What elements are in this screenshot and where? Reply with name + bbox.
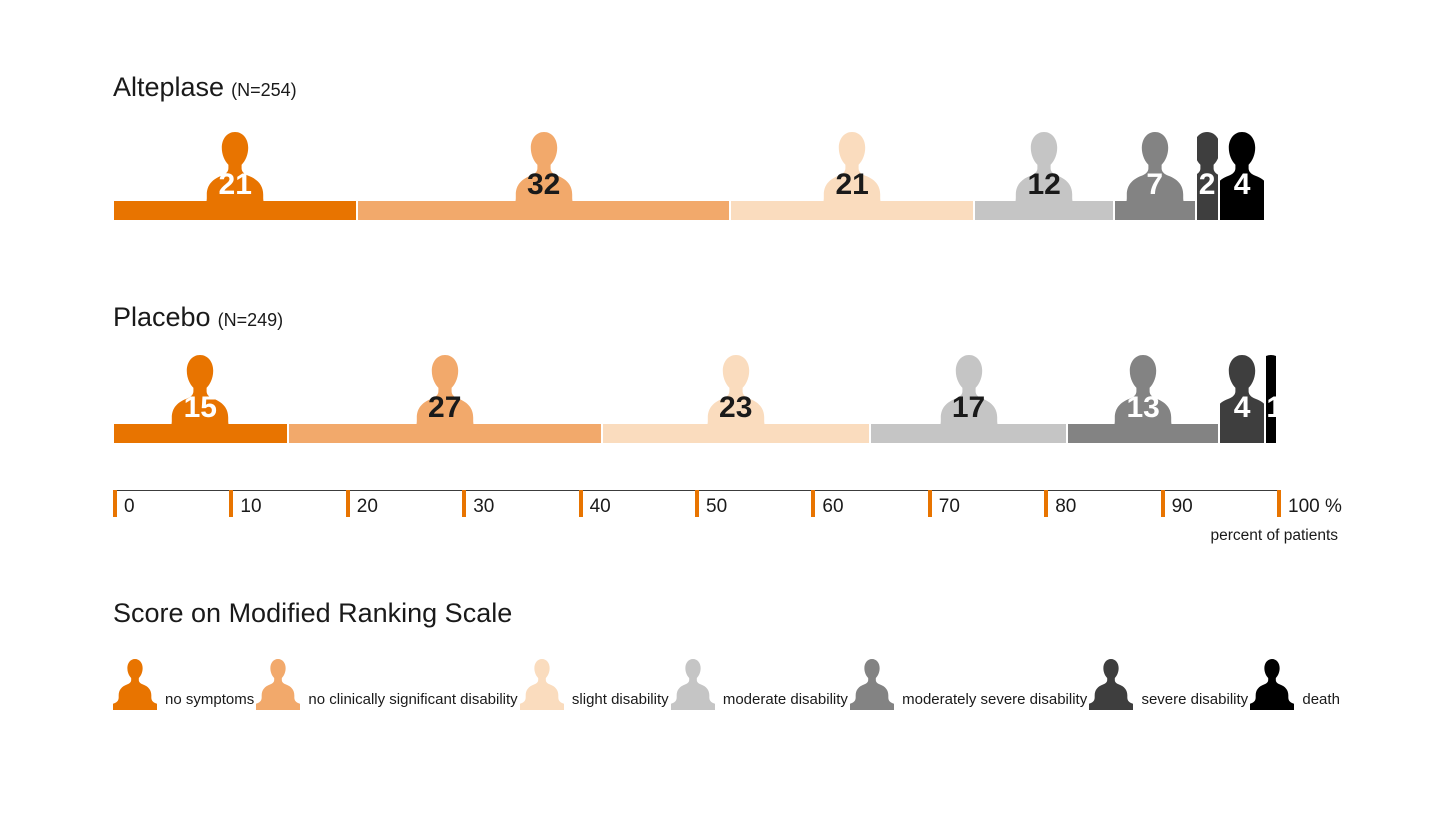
bar-alteplase: 21 32 21 12 7 2 4 — [113, 131, 1277, 220]
axis-tick-label: 0 — [124, 496, 135, 517]
segment-value: 21 — [835, 168, 869, 201]
legend-item: slight disability — [519, 659, 669, 710]
legend-person-icon — [519, 659, 564, 710]
segment-value: 1 — [1266, 391, 1276, 424]
axis-tick — [113, 490, 117, 517]
group-name: Placebo — [113, 302, 211, 332]
bar-segment: 21 — [730, 131, 974, 220]
legend-person-icon — [256, 659, 301, 710]
axis-tick — [229, 490, 234, 517]
legend-item: no symptoms — [113, 659, 254, 710]
axis-tick-label: 20 — [356, 496, 378, 517]
axis-tick — [345, 490, 350, 517]
axis-tick-label: 100 % — [1288, 496, 1342, 517]
axis-tick-label: 70 — [938, 496, 960, 517]
bar-segment: 4 — [1219, 354, 1265, 443]
bar-segment: 2 — [1196, 131, 1218, 220]
legend-person-icon — [113, 659, 157, 710]
legend-item: death — [1250, 659, 1340, 710]
axis-tick-label: 40 — [589, 496, 611, 517]
legend-item-label: no clinically significant disability — [308, 691, 518, 708]
legend-item: moderate disability — [670, 659, 848, 710]
axis-title: percent of patients — [1210, 527, 1338, 544]
axis-tick — [811, 490, 816, 517]
legend-item-label: no symptoms — [165, 691, 255, 708]
legend-item: severe disability — [1089, 659, 1248, 710]
segment-value: 7 — [1146, 168, 1164, 201]
bar-segment: 27 — [288, 354, 601, 443]
segment-value: 4 — [1233, 391, 1251, 424]
segment-value: 27 — [428, 391, 462, 424]
legend-item-label: moderately severe disability — [902, 691, 1088, 708]
bar-segment: 12 — [975, 131, 1114, 220]
segment-value: 32 — [526, 168, 561, 201]
bar-segment: 15 — [114, 354, 287, 443]
axis-tick — [927, 490, 932, 517]
axis-tick-label: 80 — [1055, 496, 1077, 517]
axis-tick — [1160, 490, 1165, 517]
legend-title: Score on Modified Ranking Scale — [113, 598, 513, 628]
group-title-alteplase: Alteplase (N=254) — [113, 72, 297, 103]
axis-tick — [1277, 490, 1281, 517]
bar-segment: 4 — [1219, 131, 1265, 220]
bar-segment: 13 — [1068, 354, 1218, 443]
segment-value: 4 — [1233, 168, 1251, 201]
legend-item: moderately severe disability — [850, 659, 1087, 710]
bar-segment: 32 — [358, 131, 729, 220]
bar-segment: 1 — [1266, 354, 1276, 443]
bar-placebo: 15 27 23 17 13 4 1 — [113, 354, 1277, 443]
segment-value: 21 — [218, 168, 252, 201]
legend-person-icon — [850, 659, 895, 710]
segment-value: 23 — [719, 391, 753, 424]
group-n: (N=254) — [231, 80, 297, 100]
axis-tick-label: 90 — [1171, 496, 1193, 517]
legend-item: no clinically significant disability — [256, 659, 518, 710]
group-name: Alteplase — [113, 72, 225, 102]
group-n: (N=249) — [217, 310, 284, 330]
bar-segment: 21 — [114, 131, 357, 220]
bar-segment: 7 — [1115, 131, 1195, 220]
legend-person-icon — [1250, 659, 1295, 710]
axis-tick-label: 50 — [706, 496, 728, 517]
axis-tick — [578, 490, 583, 517]
legend-item-label: severe disability — [1141, 691, 1249, 708]
segment-value: 2 — [1198, 168, 1216, 201]
legend-item-label: moderate disability — [722, 691, 848, 708]
axis-tick — [462, 490, 467, 517]
axis-tick-label: 60 — [822, 496, 844, 517]
legend: no symptoms no clinically significant dis… — [113, 652, 1340, 710]
bar-segment: 17 — [870, 354, 1067, 443]
axis-tick-label: 10 — [240, 496, 262, 517]
group-title-placebo: Placebo (N=249) — [113, 302, 283, 333]
segment-value: 15 — [183, 391, 217, 424]
legend-item-label: slight disability — [571, 691, 669, 708]
legend-item-label: death — [1302, 691, 1340, 708]
axis-tick — [695, 490, 699, 517]
segment-value: 12 — [1027, 168, 1061, 201]
legend-person-icon — [1089, 659, 1134, 710]
segment-value: 13 — [1126, 391, 1160, 424]
bar-segment: 23 — [602, 354, 869, 443]
x-axis: percent of patients 0 10 20 30 40 50 60 70 80 90 1… — [113, 490, 1343, 550]
axis-tick-label: 30 — [473, 496, 495, 517]
axis-tick — [1044, 490, 1049, 517]
legend-person-icon — [670, 659, 715, 710]
segment-value: 17 — [951, 391, 986, 424]
